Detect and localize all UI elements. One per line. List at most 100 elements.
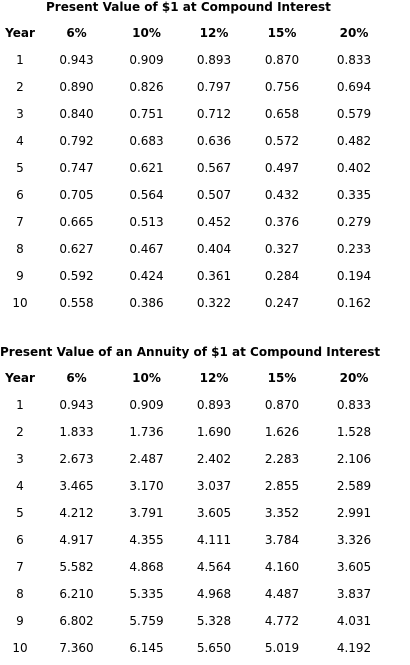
value-cell: 4.772 <box>264 614 300 628</box>
year-cell: 4 <box>16 134 24 148</box>
value-cell: 1.626 <box>264 425 300 439</box>
table-row: 4 3.465 3.170 3.037 2.855 2.589 <box>0 473 392 500</box>
value-cell: 0.452 <box>196 215 232 229</box>
value-cell: 0.909 <box>129 53 164 67</box>
value-cell: 6.802 <box>59 614 94 628</box>
value-cell: 0.592 <box>59 269 94 283</box>
table-row: 6 0.705 0.564 0.507 0.432 0.335 <box>0 182 392 209</box>
value-cell: 2.589 <box>336 479 372 493</box>
value-cell: 0.627 <box>59 242 94 256</box>
table-title-present-value: Present Value of $1 at Compound Interest <box>46 0 331 14</box>
value-cell: 0.833 <box>336 398 372 412</box>
value-cell: 4.487 <box>264 587 300 601</box>
value-cell: 1.528 <box>336 425 372 439</box>
value-cell: 0.162 <box>336 296 372 310</box>
table-row: 6 4.917 4.355 4.111 3.784 3.326 <box>0 527 392 554</box>
value-cell: 0.751 <box>129 107 164 121</box>
value-cell: 0.658 <box>264 107 300 121</box>
column-header: 15% <box>267 371 297 385</box>
value-cell: 0.279 <box>336 215 372 229</box>
value-cell: 2.673 <box>59 452 94 466</box>
value-cell: 7.360 <box>59 641 94 655</box>
year-cell: 7 <box>16 215 24 229</box>
value-cell: 5.335 <box>129 587 164 601</box>
year-cell: 10 <box>12 296 28 310</box>
value-cell: 4.160 <box>264 560 300 574</box>
value-cell: 0.840 <box>59 107 94 121</box>
value-cell: 0.564 <box>129 188 164 202</box>
value-cell: 0.636 <box>196 134 232 148</box>
table-row: 1 0.943 0.909 0.893 0.870 0.833 <box>0 47 392 74</box>
value-cell: 0.467 <box>129 242 164 256</box>
year-cell: 4 <box>16 479 24 493</box>
header-row: Year 6% 10% 12% 15% 20% <box>0 20 392 47</box>
table-row: 3 0.840 0.751 0.712 0.658 0.579 <box>0 101 392 128</box>
value-cell: 3.352 <box>264 506 300 520</box>
value-cell: 0.432 <box>264 188 300 202</box>
year-cell: 2 <box>16 425 24 439</box>
value-cell: 4.917 <box>59 533 94 547</box>
table-row: 7 5.582 4.868 4.564 4.160 3.605 <box>0 554 392 581</box>
table-row: 8 0.627 0.467 0.404 0.327 0.233 <box>0 236 392 263</box>
value-cell: 4.564 <box>196 560 232 574</box>
value-cell: 0.194 <box>336 269 372 283</box>
value-cell: 0.513 <box>129 215 164 229</box>
value-cell: 0.361 <box>196 269 232 283</box>
value-cell: 0.890 <box>59 80 94 94</box>
value-cell: 0.756 <box>264 80 300 94</box>
table-row: 5 4.212 3.791 3.605 3.352 2.991 <box>0 500 392 527</box>
table-row: 10 0.558 0.386 0.322 0.247 0.162 <box>0 290 392 317</box>
value-cell: 2.487 <box>129 452 164 466</box>
value-cell: 0.826 <box>129 80 164 94</box>
value-cell: 0.694 <box>336 80 372 94</box>
value-cell: 3.170 <box>129 479 164 493</box>
column-header: 12% <box>199 371 229 385</box>
value-cell: 0.943 <box>59 398 94 412</box>
value-cell: 2.991 <box>336 506 372 520</box>
column-header: 15% <box>267 26 297 40</box>
value-cell: 5.582 <box>59 560 94 574</box>
value-cell: 0.335 <box>336 188 372 202</box>
annuity-present-value-table: Year 6% 10% 12% 15% 20% 1 0.943 0.909 0.893… <box>0 365 392 662</box>
table-row: 4 0.792 0.683 0.636 0.572 0.482 <box>0 128 392 155</box>
table-row: 10 7.360 6.145 5.650 5.019 4.192 <box>0 635 392 662</box>
table-row: 2 0.890 0.826 0.797 0.756 0.694 <box>0 74 392 101</box>
column-header: 10% <box>132 371 161 385</box>
column-header: 6% <box>66 371 87 385</box>
column-header: 20% <box>339 371 369 385</box>
value-cell: 0.665 <box>59 215 94 229</box>
year-cell: 7 <box>16 560 24 574</box>
value-cell: 6.210 <box>59 587 94 601</box>
value-cell: 0.792 <box>59 134 94 148</box>
year-cell: 2 <box>16 80 24 94</box>
value-cell: 0.579 <box>336 107 372 121</box>
value-cell: 0.572 <box>264 134 300 148</box>
value-cell: 5.650 <box>196 641 232 655</box>
value-cell: 0.376 <box>264 215 300 229</box>
value-cell: 4.031 <box>336 614 372 628</box>
table-row: 2 1.833 1.736 1.690 1.626 1.528 <box>0 419 392 446</box>
value-cell: 0.705 <box>59 188 94 202</box>
value-cell: 1.833 <box>59 425 94 439</box>
column-header: 12% <box>199 26 229 40</box>
value-cell: 0.404 <box>196 242 232 256</box>
table-row: 9 0.592 0.424 0.361 0.284 0.194 <box>0 263 392 290</box>
year-cell: 3 <box>16 107 24 121</box>
table-title-annuity: Present Value of an Annuity of $1 at Com… <box>0 345 381 359</box>
column-header: Year <box>5 371 35 385</box>
value-cell: 0.233 <box>336 242 372 256</box>
present-value-table: Year 6% 10% 12% 15% 20% 1 0.943 0.909 0.893… <box>0 20 392 317</box>
value-cell: 0.870 <box>264 53 300 67</box>
value-cell: 5.019 <box>264 641 300 655</box>
column-header: 20% <box>339 26 369 40</box>
value-cell: 3.605 <box>196 506 232 520</box>
value-cell: 2.402 <box>196 452 232 466</box>
year-cell: 9 <box>16 614 24 628</box>
year-cell: 8 <box>16 242 24 256</box>
column-header: Year <box>5 26 35 40</box>
column-header: 6% <box>66 26 87 40</box>
value-cell: 0.683 <box>129 134 164 148</box>
value-cell: 0.424 <box>129 269 164 283</box>
year-cell: 3 <box>16 452 24 466</box>
year-cell: 5 <box>16 506 24 520</box>
